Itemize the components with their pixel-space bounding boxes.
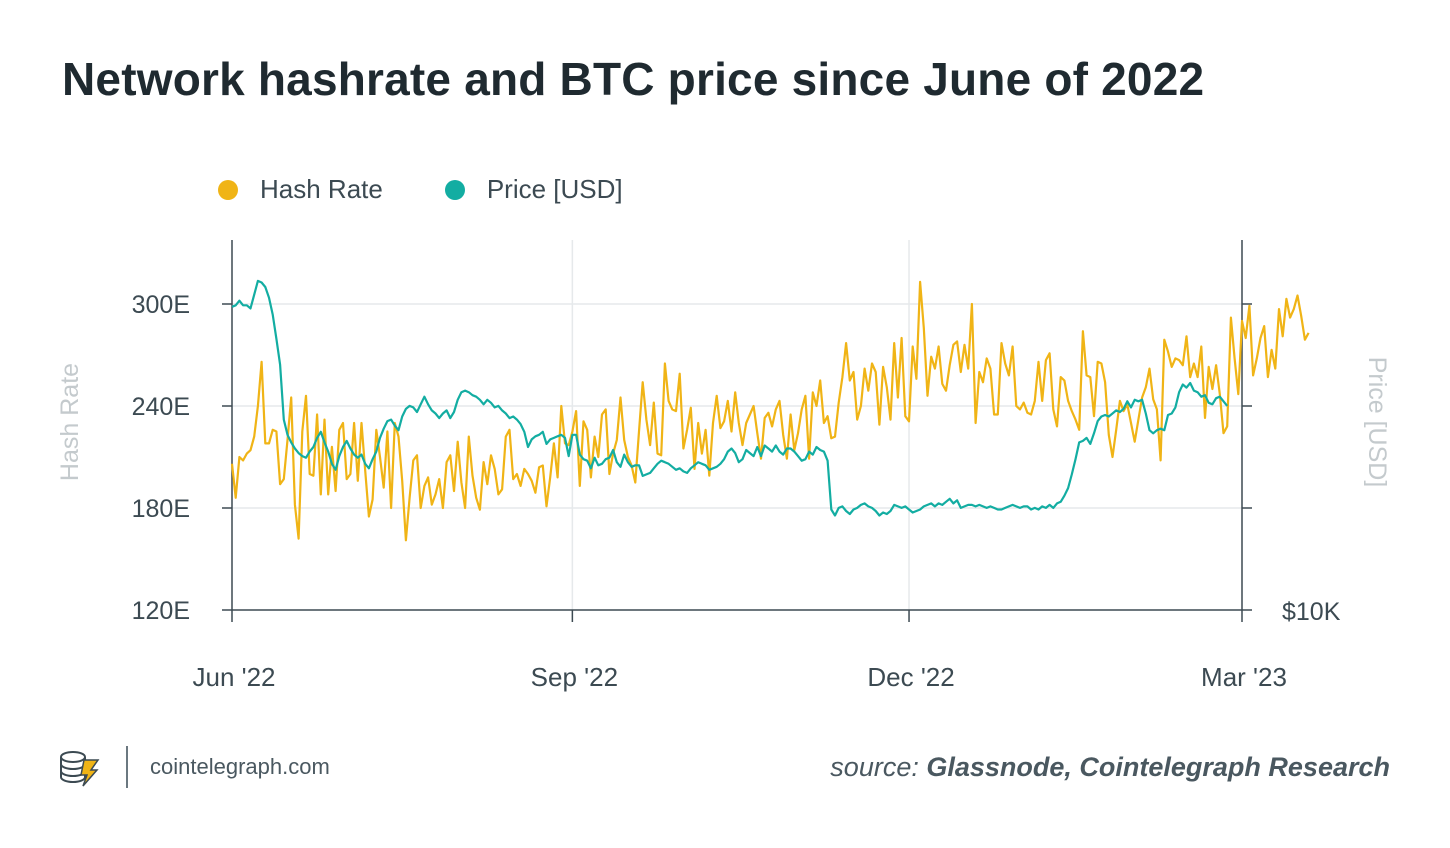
legend-item-price[interactable]: Price [USD]: [444, 174, 623, 205]
source-text: Glassnode, Cointelegraph Research: [926, 752, 1390, 782]
source-label: source:: [830, 752, 919, 782]
legend-label-price: Price [USD]: [486, 174, 623, 204]
left-tick-label: 300E: [132, 291, 190, 319]
legend-item-hash-rate[interactable]: Hash Rate: [218, 174, 383, 205]
left-tick-label: 180E: [132, 495, 190, 523]
legend-label-hash-rate: Hash Rate: [260, 174, 383, 204]
x-tick-label: Jun '22: [192, 662, 275, 692]
legend-dot-hash-rate: [218, 179, 238, 200]
footer-source: source: Glassnode, Cointelegraph Researc…: [830, 752, 1390, 783]
left-tick-label: 120E: [132, 597, 190, 625]
footer-divider: [126, 746, 128, 788]
right-tick-label: $10K: [1282, 598, 1341, 626]
series-line-price: [231, 279, 1229, 517]
x-tick-label: Dec '22: [867, 662, 954, 692]
chart-title: Network hashrate and BTC price since Jun…: [62, 53, 1205, 105]
legend-dot-price: [444, 179, 465, 200]
chart-legend: Hash Rate Price [USD]: [218, 174, 685, 205]
x-tick-label: Sep '22: [531, 662, 618, 692]
right-axis-title: Price [USD]: [1363, 357, 1391, 488]
series-line-hash-rate: [230, 280, 1310, 542]
x-tick-label: Mar '23: [1201, 662, 1287, 692]
cointelegraph-logo-icon: [58, 748, 102, 793]
left-tick-label: 240E: [132, 393, 190, 421]
left-axis-title: Hash Rate: [56, 363, 84, 481]
footer-site[interactable]: cointelegraph.com: [150, 754, 330, 779]
